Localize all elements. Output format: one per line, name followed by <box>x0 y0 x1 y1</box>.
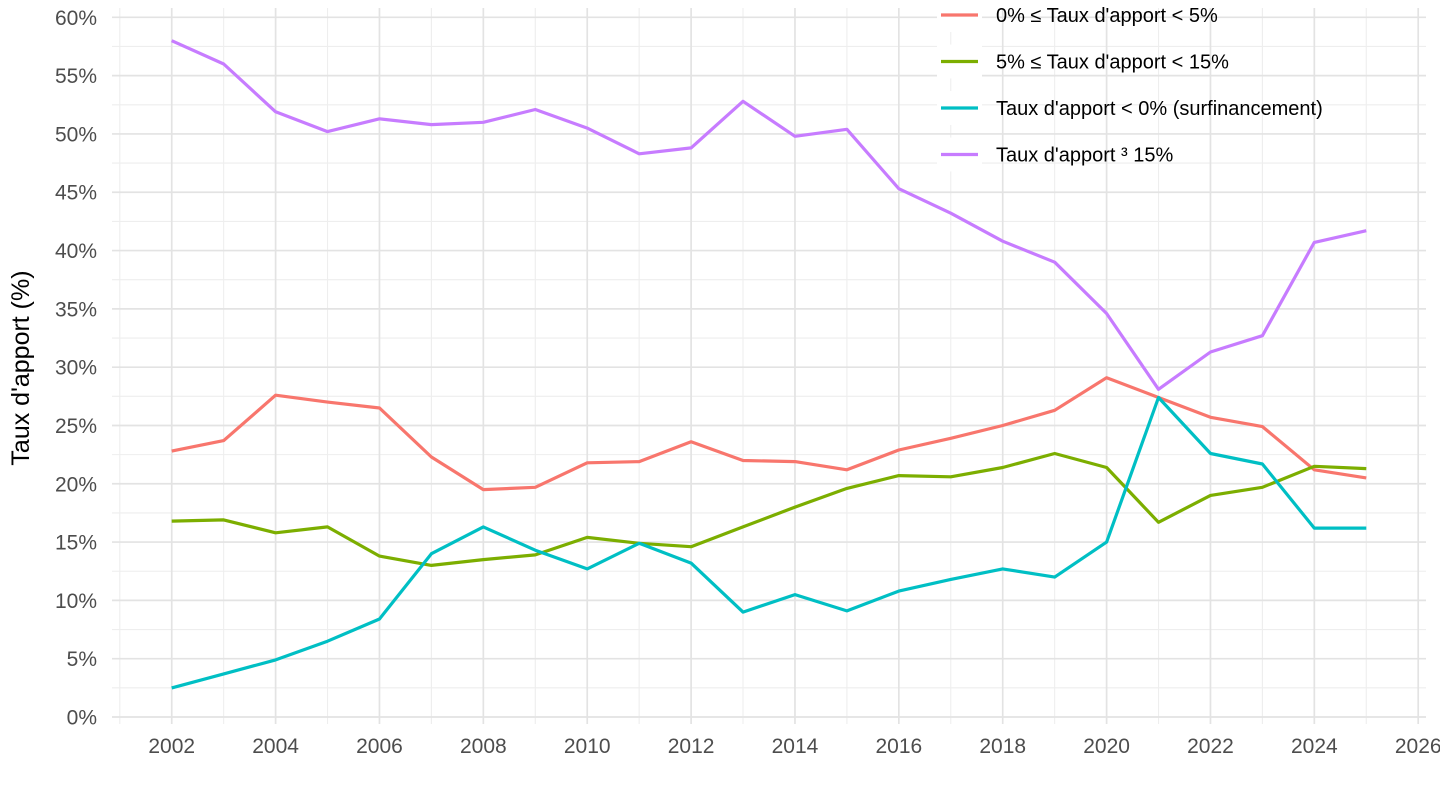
x-tick-label: 2016 <box>875 735 922 758</box>
y-tick-label: 10% <box>55 590 97 613</box>
series-line-2 <box>171 395 1367 690</box>
x-tick-label: 2024 <box>1291 735 1338 758</box>
x-tick-label: 2026 <box>1395 735 1440 758</box>
x-tick-label: 2022 <box>1187 735 1234 758</box>
x-tick-label: 2006 <box>356 735 403 758</box>
gridlines-minor <box>112 8 1426 724</box>
y-tick-label: 55% <box>55 65 97 88</box>
series-line-0 <box>171 376 1367 492</box>
y-tick-label: 60% <box>55 7 97 30</box>
y-tick-label: 40% <box>55 240 97 263</box>
legend: 0% ≤ Taux d'apport < 5% 5% ≤ Taux d'appor… <box>937 0 1323 172</box>
legend-label: Taux d'apport < 0% (surfinancement) <box>996 98 1323 120</box>
y-tick-label: 20% <box>55 473 97 496</box>
y-tick-label: 5% <box>67 648 97 671</box>
y-axis-title: Taux d'apport (%) <box>7 270 35 465</box>
series-lines <box>171 39 1367 690</box>
legend-label: 0% ≤ Taux d'apport < 5% <box>996 5 1218 27</box>
y-axis-tick-labels: 0% 5% 10% 15% 20% 25% 30% 35% 40% 45% 50% 55% 60% <box>55 7 97 730</box>
x-tick-label: 2018 <box>979 735 1026 758</box>
x-tick-label: 2008 <box>460 735 507 758</box>
y-tick-label: 15% <box>55 532 97 555</box>
x-tick-label: 2014 <box>772 735 819 758</box>
gridlines-major <box>112 8 1426 724</box>
legend-label: Taux d'apport ³ 15% <box>996 145 1173 167</box>
y-tick-label: 25% <box>55 415 97 438</box>
x-tick-label: 2010 <box>564 735 611 758</box>
series-line-1 <box>171 451 1367 568</box>
y-tick-label: 50% <box>55 123 97 146</box>
legend-label: 5% ≤ Taux d'apport < 15% <box>996 52 1229 74</box>
y-tick-label: 35% <box>55 298 97 321</box>
x-tick-label: 2020 <box>1083 735 1130 758</box>
x-tick-label: 2002 <box>148 735 195 758</box>
y-tick-label: 45% <box>55 182 97 205</box>
x-axis-tick-labels: 2002 2004 2006 2008 2010 2012 2014 2016 2018 2020… <box>148 735 1440 758</box>
series-line-3 <box>171 39 1367 391</box>
y-tick-label: 30% <box>55 357 97 380</box>
x-tick-label: 2012 <box>668 735 715 758</box>
x-tick-label: 2004 <box>252 735 299 758</box>
y-tick-label: 0% <box>67 707 97 730</box>
